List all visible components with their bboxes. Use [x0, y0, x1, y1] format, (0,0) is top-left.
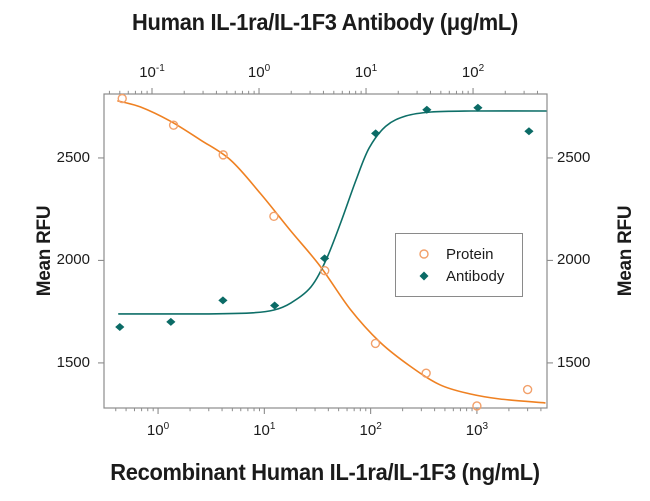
- right-y-tick-label: 2000: [557, 251, 591, 269]
- protein-data-point: [168, 120, 179, 130]
- antibody-data-point: [319, 254, 330, 263]
- protein-fit-curve: [117, 100, 546, 404]
- protein-data-point: [421, 368, 431, 378]
- bottom-tick-label: 101: [253, 421, 276, 439]
- bottom-tick-label: 102: [359, 421, 382, 439]
- top-tick-label: 101: [354, 63, 378, 81]
- right-y-tick-label: 1500: [557, 353, 591, 371]
- protein-data-point: [320, 265, 330, 276]
- antibody-data-point: [422, 105, 432, 114]
- legend-item-protein: Protein: [416, 246, 522, 263]
- antibody-data-point: [115, 323, 125, 332]
- legend-item-antibody: Antibody: [416, 268, 522, 285]
- antibody-data-point: [166, 317, 176, 326]
- protein-data-point: [472, 401, 482, 411]
- protein-data-point: [218, 150, 228, 160]
- bottom-tick-label: 100: [146, 421, 170, 439]
- filled-diamond-icon: [419, 271, 429, 281]
- open-circle-icon: [419, 249, 429, 259]
- legend: Protein Antibody: [395, 233, 523, 297]
- antibody-data-point: [270, 301, 280, 310]
- top-tick-label: 10-1: [139, 63, 165, 81]
- antibody-data-point: [524, 127, 534, 136]
- top-axis-title: Human IL-1ra/IL-1F3 Antibody (μg/mL): [132, 9, 518, 35]
- protein-data-point: [370, 338, 381, 349]
- legend-label-protein: Protein: [446, 245, 494, 263]
- protein-data-point: [117, 93, 127, 104]
- right-y-tick-label: 2500: [557, 148, 591, 166]
- antibody-data-point: [371, 129, 381, 138]
- left-y-tick-label: 1500: [56, 353, 90, 371]
- protein-data-point: [269, 211, 279, 222]
- antibody-fit-curve: [118, 110, 547, 315]
- top-tick-label: 100: [247, 63, 271, 81]
- plot-frame: [103, 93, 548, 409]
- bottom-axis-title: Recombinant Human IL-1ra/IL-1F3 (ng/mL): [110, 459, 540, 485]
- antibody-data-point: [218, 296, 228, 305]
- legend-label-antibody: Antibody: [446, 267, 505, 285]
- top-tick-label: 102: [461, 63, 485, 81]
- left-y-tick-label: 2000: [56, 251, 90, 269]
- protein-data-point: [522, 384, 533, 395]
- left-y-tick-label: 2500: [56, 148, 90, 166]
- bottom-tick-label: 103: [465, 421, 489, 439]
- antibody-data-point: [473, 103, 483, 112]
